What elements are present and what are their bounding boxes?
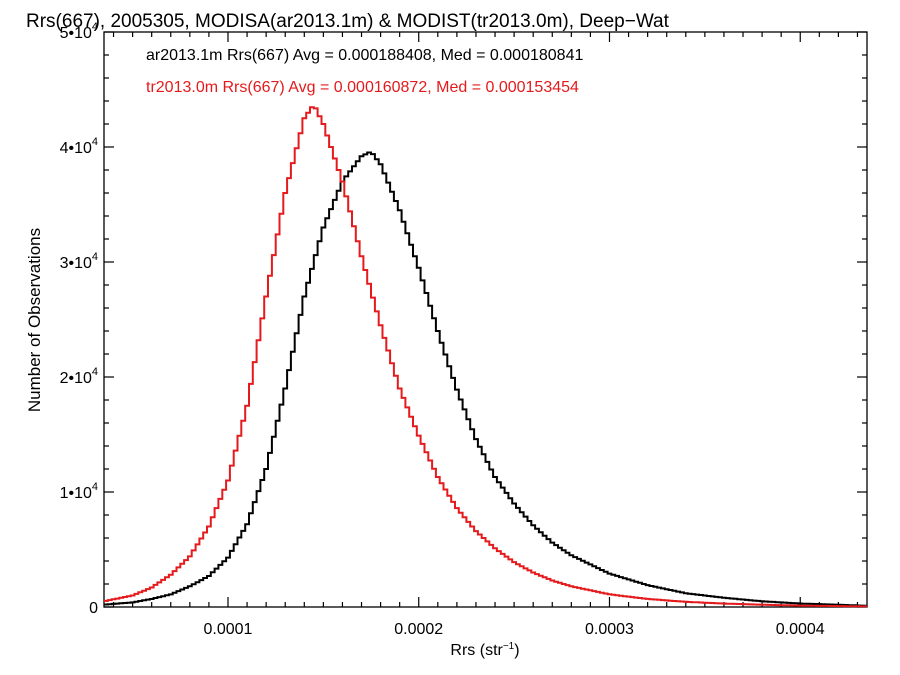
x-axis: 0.0001 0.0002 0.0003 0.0004: [112, 32, 859, 638]
y-tick-label: 0: [89, 600, 98, 617]
series-ar2013-line: [104, 151, 867, 607]
y-tick-label: 5•104: [60, 21, 98, 42]
y-tick-label: 3•104: [60, 251, 98, 272]
y-tick-label: 2•104: [60, 366, 98, 387]
x-axis-label: Rrs (str−1): [450, 641, 519, 659]
y-tick-label: 4•104: [60, 136, 98, 157]
series-tr2013-line: [104, 106, 867, 608]
plot-frame: [103, 31, 868, 608]
x-tick-label: 0.0002: [394, 621, 443, 638]
x-tick-label: 0.0003: [585, 621, 634, 638]
y-axis: 0 1•104 2•104 3•104 4•104 5•104: [60, 21, 867, 617]
series-lines: [104, 106, 867, 608]
legend-entry-tr2013: tr2013.0m Rrs(667) Avg = 0.000160872, Me…: [146, 79, 579, 96]
y-axis-label: Number of Observations: [25, 228, 44, 412]
chart-title: Rrs(667), 2005305, MODISA(ar2013.1m) & M…: [26, 11, 670, 32]
legend-entry-ar2013: ar2013.1m Rrs(667) Avg = 0.000188408, Me…: [146, 47, 583, 64]
x-tick-label: 0.0001: [204, 621, 253, 638]
x-tick-label: 0.0004: [776, 621, 825, 638]
y-tick-label: 1•104: [60, 481, 98, 502]
